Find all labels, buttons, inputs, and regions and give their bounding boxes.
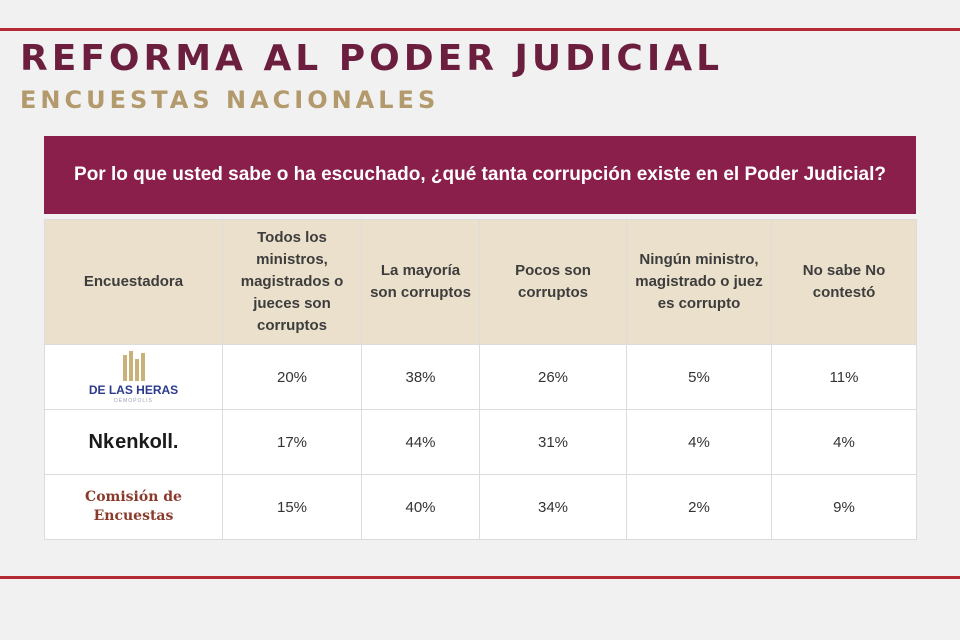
de-las-heras-logo: DE LAS HERAS DEMOPOLIS — [51, 350, 216, 404]
comision-name-line1: Comisión de — [85, 489, 182, 505]
poll-results-table: Encuestadora Todos los ministros, magist… — [44, 219, 917, 540]
page-subtitle: ENCUESTAS NACIONALES — [20, 86, 440, 114]
value-cell: 20% — [222, 344, 362, 410]
page-title: REFORMA AL PODER JUDICIAL — [20, 38, 724, 79]
enkoll-mark-icon: Nk — [88, 430, 115, 453]
column-header-none-corrupt: Ningún ministro, magistrado o juez es co… — [626, 219, 772, 345]
value-cell: 4% — [626, 409, 772, 475]
pollster-cell: Nk enkoll. — [44, 409, 223, 475]
value-cell: 40% — [361, 474, 480, 540]
table-row: Comisión de Encuestas 15% 40% 34% 2% 9% — [44, 474, 917, 540]
table-header-row: Encuestadora Todos los ministros, magist… — [44, 219, 917, 345]
value-cell: 38% — [361, 344, 480, 410]
column-header-all-corrupt: Todos los ministros, magistrados o juece… — [222, 219, 362, 345]
value-cell: 5% — [626, 344, 772, 410]
de-las-heras-name: DE LAS HERAS — [88, 382, 179, 397]
survey-question-text: Por lo que usted sabe o ha escuchado, ¿q… — [74, 164, 886, 185]
value-cell: 31% — [479, 409, 627, 475]
enkoll-logo: Nk enkoll. — [89, 431, 179, 454]
value-cell: 15% — [222, 474, 362, 540]
column-header-no-answer: No sabe No contestó — [771, 219, 917, 345]
table-row: Nk enkoll. 17% 44% 31% 4% 4% — [44, 409, 917, 475]
column-header-few-corrupt: Pocos son corruptos — [479, 219, 627, 345]
table-row: DE LAS HERAS DEMOPOLIS 20% 38% 26% 5% 11… — [44, 344, 917, 410]
value-cell: 2% — [626, 474, 772, 540]
column-header-pollster: Encuestadora — [44, 219, 223, 345]
pollster-cell: Comisión de Encuestas — [44, 474, 223, 540]
de-las-heras-mark-icon — [122, 350, 145, 381]
column-header-most-corrupt: La mayoría son corruptos — [361, 219, 480, 345]
bottom-divider — [0, 576, 960, 579]
value-cell: 44% — [361, 409, 480, 475]
value-cell: 17% — [222, 409, 362, 475]
value-cell: 11% — [771, 344, 917, 410]
survey-question-banner: Por lo que usted sabe o ha escuchado, ¿q… — [44, 136, 916, 214]
value-cell: 34% — [479, 474, 627, 540]
pollster-cell: DE LAS HERAS DEMOPOLIS — [44, 344, 223, 410]
comision-de-encuestas-logo: Comisión de Encuestas — [51, 488, 216, 526]
top-divider — [0, 28, 960, 31]
value-cell: 9% — [771, 474, 917, 540]
de-las-heras-subname: DEMOPOLIS — [114, 397, 153, 404]
value-cell: 4% — [771, 409, 917, 475]
value-cell: 26% — [479, 344, 627, 410]
comision-name-line2: Encuestas — [93, 508, 174, 524]
enkoll-name: enkoll. — [115, 430, 179, 453]
column-header-no-answer-text: No sabe No contestó — [802, 262, 886, 301]
